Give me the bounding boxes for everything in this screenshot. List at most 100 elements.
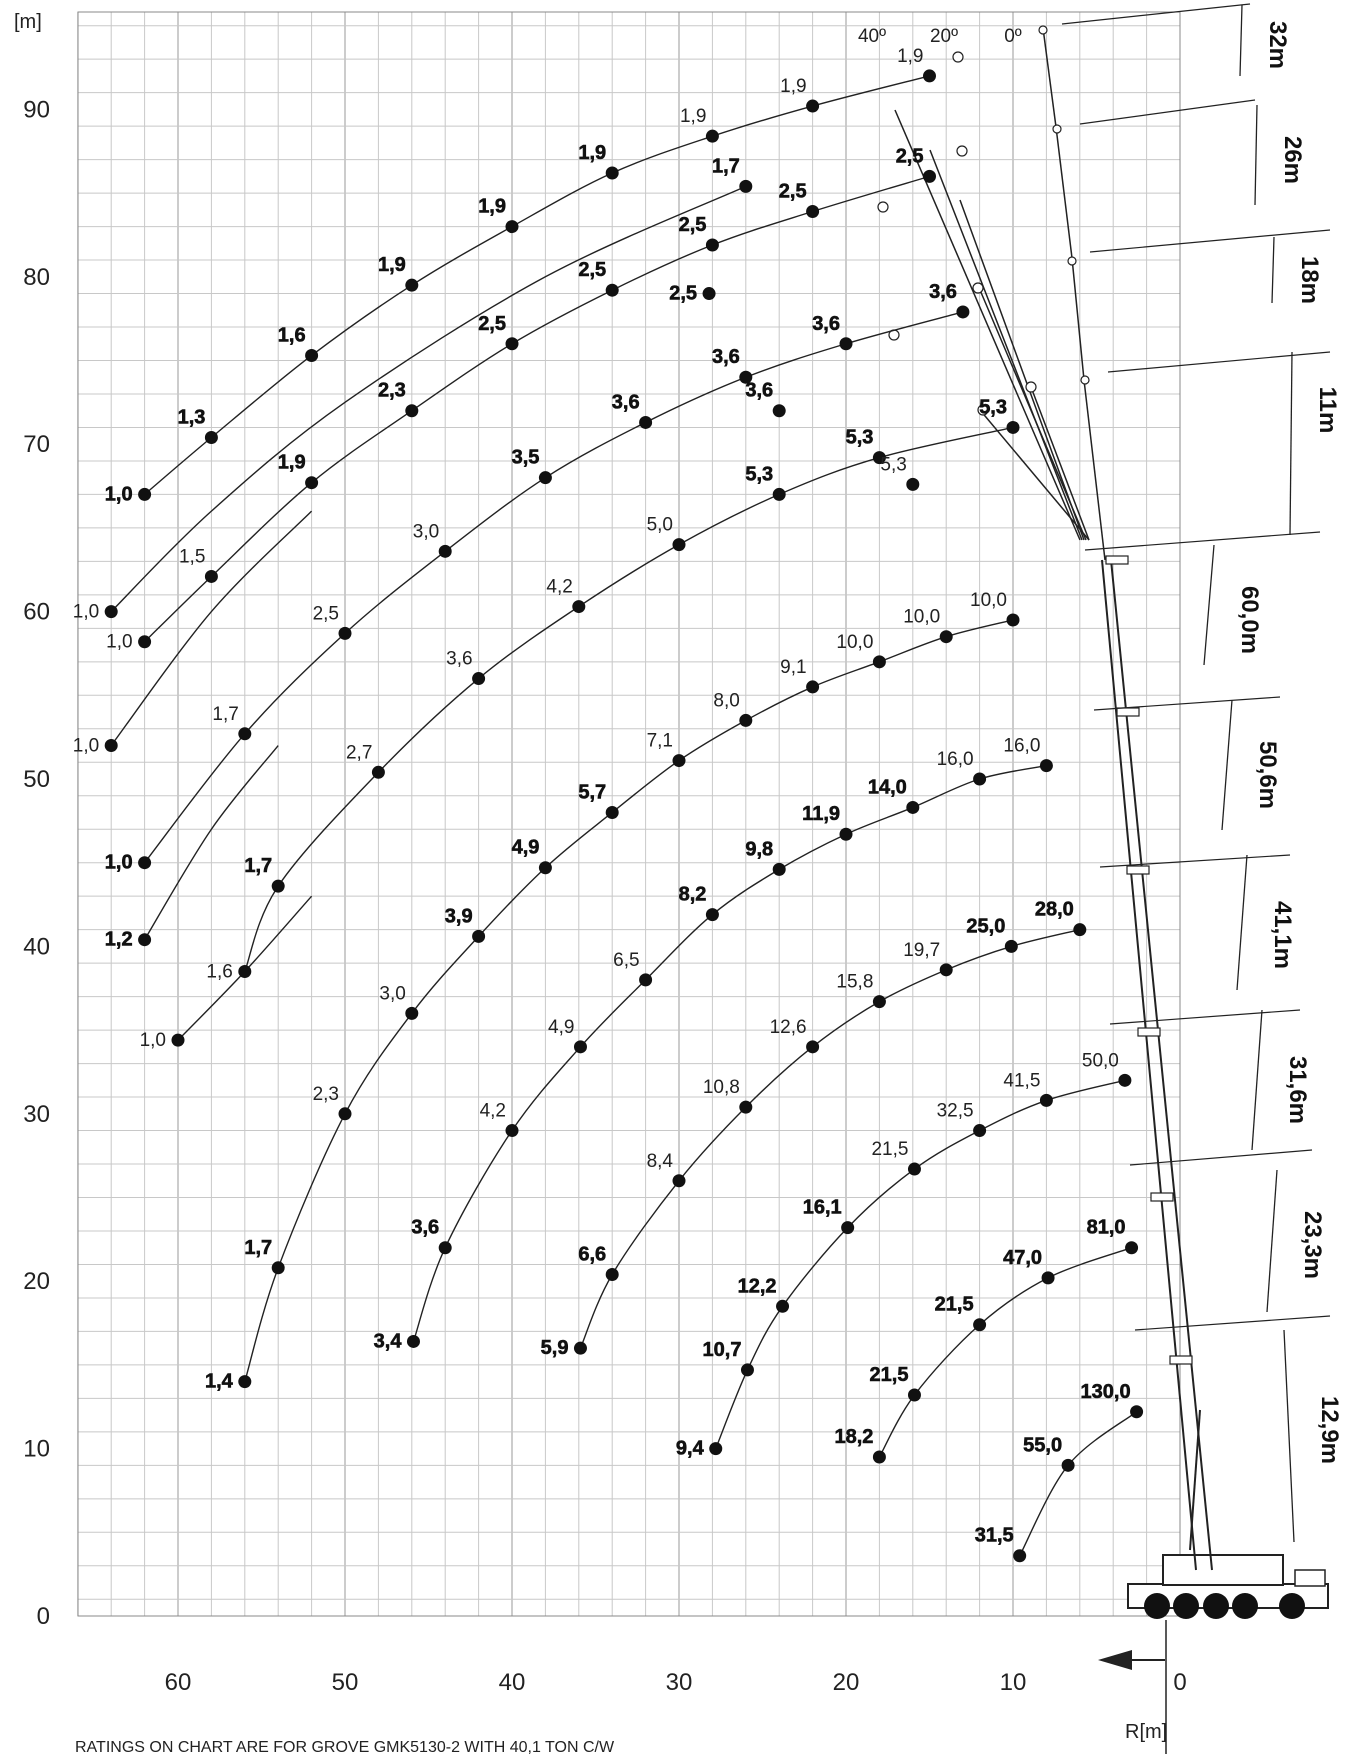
crane-wheel [1144,1593,1170,1619]
data-label: 55,0 [1023,1434,1062,1456]
data-point [923,69,936,83]
data-label: 28,0 [1035,899,1074,921]
lift-curve [110,185,747,613]
x-axis-title: R[m] [1125,1721,1167,1743]
data-point [872,995,886,1009]
data-label: 16,0 [937,749,974,770]
data-point [806,1040,820,1054]
jib-offset-line [1030,386,1090,541]
data-point [639,973,653,987]
data-point [1118,1073,1132,1087]
data-point [709,1442,723,1456]
data-point [505,337,519,351]
data-label: 10,0 [836,632,873,653]
data-label: 21,5 [871,1139,908,1160]
data-point [573,1341,587,1355]
data-point [739,370,753,384]
data-label: 1,0 [73,602,99,623]
data-point [1006,420,1020,434]
data-point [806,680,820,694]
jib-offset-line [894,109,1081,541]
boom-length-label: 60,0m [1236,586,1263,654]
boom-length-dimension-line [1283,1329,1295,1543]
boom-length-dimension-line [1236,854,1248,991]
lift-curve [144,175,930,643]
data-point [573,1040,587,1054]
data-label: 3,6 [712,346,740,368]
data-label: 41,5 [1003,1070,1040,1091]
lift-curve [110,510,313,746]
data-label: 16,0 [1003,736,1040,757]
data-point [906,800,920,814]
data-label: 2,3 [378,380,406,402]
boom-length-dimension-line [1221,699,1233,831]
data-label: 18,2 [834,1426,873,1448]
data-point [672,1174,686,1188]
data-point [705,129,719,143]
x-tick-label: 0 [1173,1669,1186,1696]
data-label: 3,0 [379,983,405,1004]
x-tick-label: 50 [332,1669,359,1696]
y-tick-label: 40 [23,933,50,960]
data-label: 5,3 [880,454,906,475]
data-point [776,1299,790,1313]
data-label: 4,2 [480,1101,506,1122]
x-tick-label: 20 [833,1669,860,1696]
data-point [138,933,152,947]
jib-0deg-section [1071,257,1085,381]
data-point [672,538,686,552]
data-label: 21,5 [935,1294,974,1316]
data-label: 10,7 [703,1339,742,1361]
data-point [739,1100,753,1114]
data-point [305,348,319,362]
data-point [438,1241,452,1255]
data-label: 10,0 [903,607,940,628]
y-tick-label: 60 [23,599,50,626]
data-label: 1,9 [780,76,806,97]
crane-superstructure [1162,1554,1284,1586]
data-label: 1,7 [244,1237,272,1259]
data-label: 25,0 [966,915,1005,937]
data-points [104,69,1144,1563]
lift-curve [144,75,930,495]
length-divider-line [1093,696,1281,711]
crane-wheel [1279,1593,1305,1619]
data-label: 2,5 [478,313,506,335]
jib-offset-tip [877,201,889,213]
data-point [806,205,820,219]
jib-angle-label: 0º [1004,26,1022,47]
data-point [605,283,619,297]
data-label: 3,4 [374,1330,403,1352]
main-boom-edge [1101,559,1197,1571]
y-axis-title: [m] [14,11,42,33]
data-point [907,1162,921,1176]
data-label: 3,6 [411,1217,439,1239]
data-point [841,1221,855,1235]
data-point [872,451,886,465]
data-point [405,278,419,292]
data-label: 9,1 [780,657,806,678]
length-divider-line [1107,351,1331,373]
data-point [104,739,118,753]
jib-offset-line [959,199,1085,541]
data-point [1130,1405,1144,1419]
data-label: 1,9 [578,142,606,164]
data-label: 1,9 [278,452,306,474]
data-point [538,861,552,875]
jib-tip [1080,375,1090,385]
lift-curve [878,1247,1132,1458]
data-point [923,169,936,183]
length-divider-line [1079,99,1256,125]
data-point [739,179,753,193]
jib-length-dimension-line [1271,236,1275,304]
crane-wheel [1203,1593,1229,1619]
data-point [1013,1549,1027,1563]
data-label: 1,6 [278,324,306,346]
data-label: 5,3 [979,396,1007,418]
data-point [973,1318,987,1332]
length-divider-line [1099,854,1291,868]
data-point [338,626,352,640]
data-point [739,713,753,727]
lift-curve [579,928,1080,1349]
data-label: 1,3 [178,407,206,429]
